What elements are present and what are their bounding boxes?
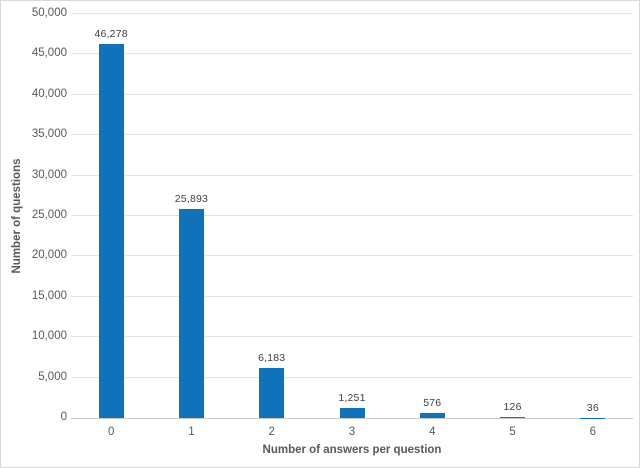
y-tick-label: 30,000 — [31, 168, 67, 181]
y-tick-label: 50,000 — [31, 7, 67, 19]
bar — [339, 407, 365, 418]
gridline — [71, 13, 633, 14]
x-tick-label: 3 — [348, 426, 356, 438]
y-tick-label: 35,000 — [31, 128, 67, 141]
gridline — [71, 215, 633, 216]
bar — [259, 368, 285, 418]
bar — [98, 44, 124, 418]
y-tick-label: 10,000 — [31, 330, 67, 343]
gridline — [71, 376, 633, 378]
bar — [500, 416, 526, 418]
gridline — [71, 53, 633, 55]
plot-area — [71, 13, 633, 419]
bar-value-label: 576 — [423, 397, 442, 410]
gridline — [71, 134, 633, 136]
x-tick-label: 2 — [268, 426, 275, 438]
bar — [419, 413, 445, 418]
x-axis-line — [71, 418, 633, 419]
y-tick-label: 15,000 — [31, 289, 67, 302]
bar-value-label: 126 — [503, 400, 522, 413]
x-tick-label: 0 — [107, 426, 115, 438]
x-tick-label: 1 — [188, 426, 195, 438]
y-tick-label: 20,000 — [31, 249, 67, 262]
bar-value-label: 1,251 — [338, 391, 366, 404]
bar — [178, 208, 204, 418]
y-tick-label: 45,000 — [31, 47, 67, 60]
x-axis-title: Number of answers per question — [262, 444, 442, 456]
y-tick-label: 0 — [60, 411, 67, 423]
bar-value-label: 36 — [586, 401, 599, 414]
x-tick-label: 6 — [589, 426, 597, 438]
gridline — [71, 174, 633, 176]
gridline — [71, 93, 633, 95]
bar-value-label: 25,893 — [174, 192, 209, 205]
bar-value-label: 6,183 — [258, 352, 286, 365]
y-tick-label: 25,000 — [31, 209, 67, 221]
y-tick-label: 5,000 — [38, 370, 67, 383]
bar-value-label: 46,278 — [94, 28, 128, 41]
x-tick-label: 4 — [429, 426, 436, 438]
gridline — [71, 255, 633, 257]
gridline — [71, 295, 633, 297]
gridline — [71, 336, 633, 338]
y-tick-label: 40,000 — [31, 87, 67, 100]
x-tick-label: 5 — [509, 426, 516, 438]
